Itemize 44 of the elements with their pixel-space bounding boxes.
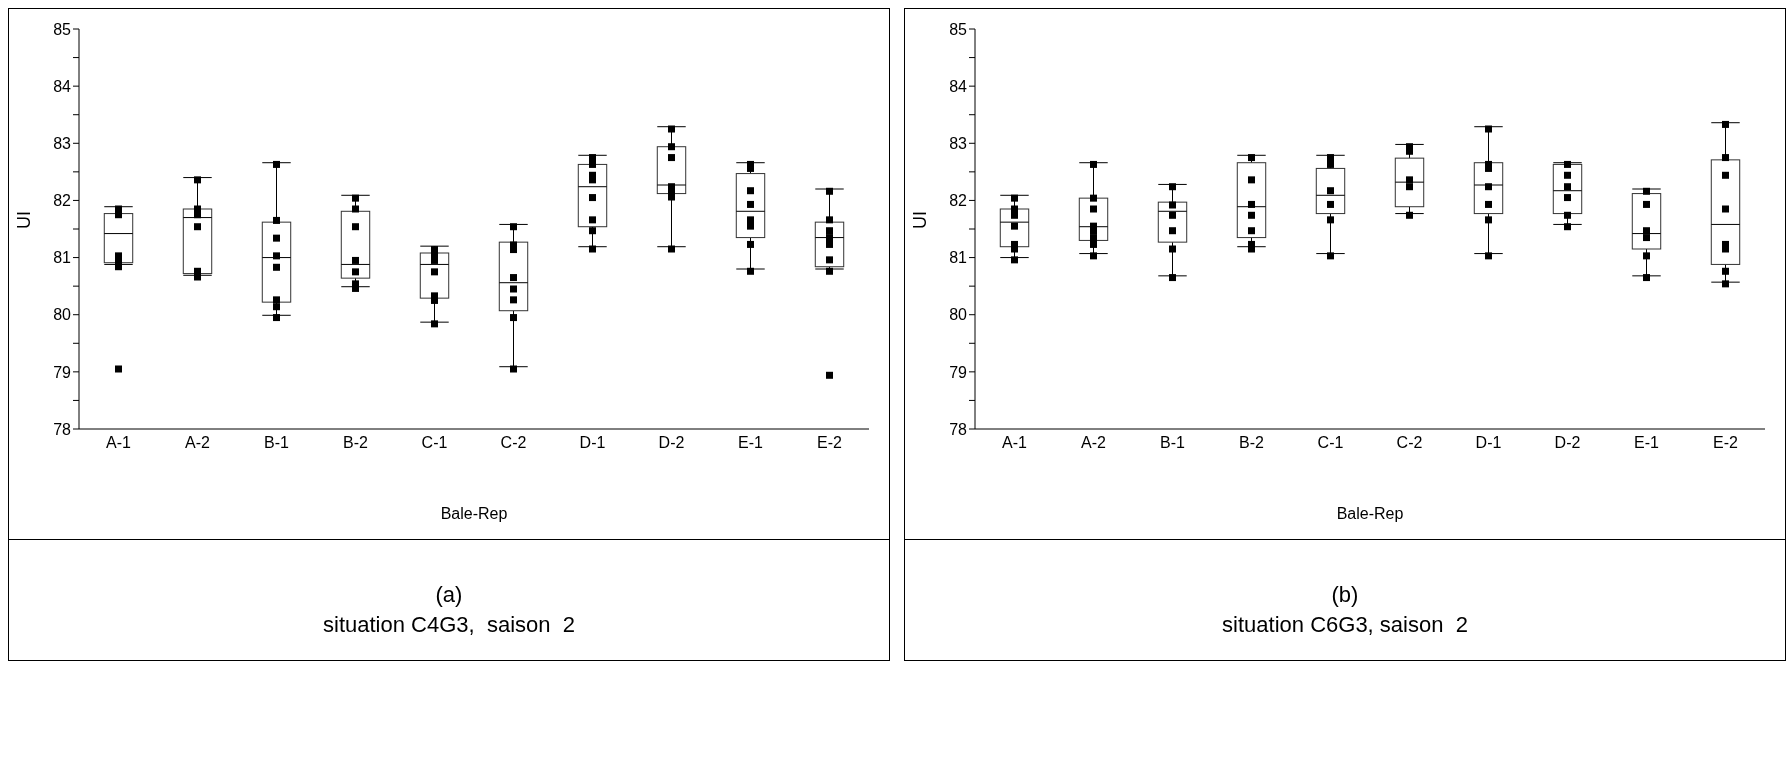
x-tick-label: D-2 bbox=[1554, 434, 1581, 452]
x-tick-label: A-1 bbox=[106, 434, 132, 452]
x-tick-label: C-1 bbox=[1317, 434, 1344, 452]
y-axis-title: UI bbox=[910, 211, 931, 229]
y-tick-label: 78 bbox=[949, 420, 968, 438]
x-tick-label: D-2 bbox=[658, 434, 685, 452]
y-tick-label: 82 bbox=[53, 192, 72, 210]
y-tick-label: 81 bbox=[949, 249, 968, 267]
x-tick-label: E-1 bbox=[738, 434, 764, 452]
x-tick-label: E-2 bbox=[817, 434, 843, 452]
x-tick-label: E-2 bbox=[1713, 434, 1739, 452]
x-tick-label: E-1 bbox=[1634, 434, 1660, 452]
y-tick-label: 78 bbox=[53, 420, 72, 438]
text: situation C4G3, saison 2 bbox=[323, 611, 575, 639]
y-axis-title: UI bbox=[14, 211, 35, 229]
x-tick-label: C-1 bbox=[421, 434, 448, 452]
y-tick-label: 83 bbox=[949, 134, 968, 152]
x-tick-label: B-1 bbox=[1160, 434, 1186, 452]
y-tick-label: 85 bbox=[949, 20, 968, 38]
x-tick-label: C-2 bbox=[1396, 434, 1423, 452]
text: (a) bbox=[435, 581, 463, 609]
y-tick-label: 82 bbox=[949, 192, 968, 210]
y-tick-label: 79 bbox=[949, 363, 968, 381]
x-tick-label: C-2 bbox=[500, 434, 527, 452]
y-tick-label: 84 bbox=[53, 77, 72, 95]
y-tick-label: 84 bbox=[949, 77, 968, 95]
y-tick-label: 79 bbox=[53, 363, 72, 381]
y-tick-label: 80 bbox=[949, 306, 968, 324]
x-tick-label: A-2 bbox=[1081, 434, 1107, 452]
y-tick-label: 85 bbox=[53, 20, 72, 38]
y-tick-label: 81 bbox=[53, 249, 72, 267]
y-tick-label: 80 bbox=[53, 306, 72, 324]
x-tick-label: D-1 bbox=[579, 434, 606, 452]
x-tick-label: A-2 bbox=[185, 434, 211, 452]
text: (b) bbox=[1331, 581, 1359, 609]
x-tick-label: D-1 bbox=[1475, 434, 1502, 452]
x-tick-label: B-2 bbox=[1239, 434, 1265, 452]
x-tick-label: B-1 bbox=[264, 434, 290, 452]
x-tick-label: B-2 bbox=[343, 434, 369, 452]
x-axis-title: Bale-Rep bbox=[1336, 505, 1404, 522]
text: situation C6G3, saison 2 bbox=[1222, 611, 1468, 639]
x-axis-title: Bale-Rep bbox=[440, 505, 508, 522]
y-tick-label: 83 bbox=[53, 134, 72, 152]
x-tick-label: A-1 bbox=[1002, 434, 1028, 452]
